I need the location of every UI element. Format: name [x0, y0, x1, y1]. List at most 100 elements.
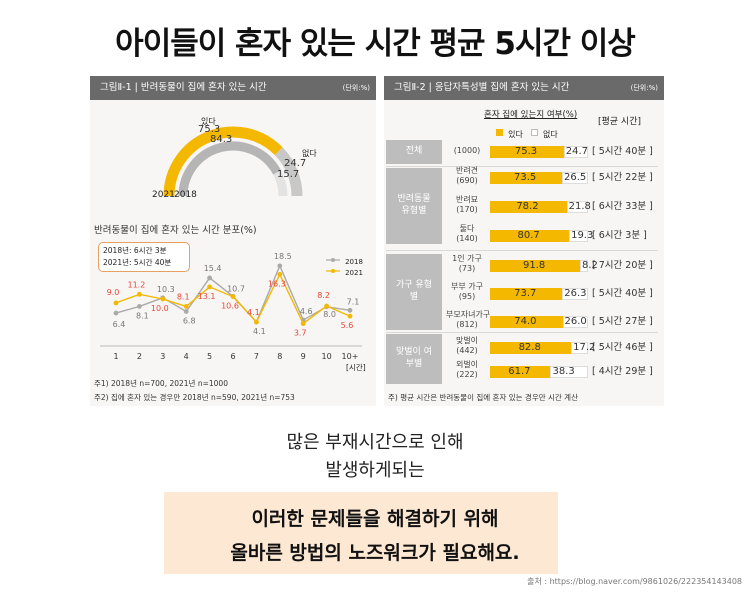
- line-point-2018: [113, 310, 119, 316]
- line-data-label-2021: 16.3: [268, 279, 286, 288]
- line-chart-title: 반려동물이 집에 혼자 있는 시간 분포(%): [94, 225, 257, 236]
- gauge-no-2021: 24.7: [284, 158, 307, 169]
- line-point-2018: [207, 275, 212, 281]
- gauge-yes-2021: 75.3: [198, 124, 221, 135]
- legend-line-2018: [326, 257, 340, 262]
- row-label: 반려견: [455, 166, 479, 175]
- left-figure-unit: (단위:%): [342, 84, 370, 92]
- gauge-yes-2018: 84.3: [210, 134, 233, 145]
- line-point-2021: [347, 313, 353, 319]
- line-data-label-2021: 5.6: [341, 321, 354, 330]
- group-divider: [386, 250, 658, 251]
- row-sample-size: (812): [456, 320, 478, 329]
- line-data-label-2021: 4.1: [247, 308, 260, 317]
- x-tick-label: 9: [301, 352, 306, 361]
- line-data-label-2021: 8.1: [177, 292, 190, 301]
- line-data-label-2021: 8.2: [317, 291, 330, 300]
- group-divider: [386, 332, 658, 333]
- right-note: 주) 평균 시간은 반려동물이 집에 혼자 있는 경우만 시간 계산: [388, 393, 578, 402]
- bar-no: [566, 201, 588, 213]
- bar-no: [579, 260, 588, 272]
- legend-label-2018: 2018: [345, 258, 363, 266]
- bar-no-value: 38.3: [552, 366, 575, 377]
- right-figure-header: 그림Ⅱ-2 | 응답자특성별 집에 혼자 있는 시간 (단위:%): [384, 76, 664, 100]
- bar-yes-value: 78.2: [516, 201, 539, 212]
- group-label-box: 가구 유형별: [386, 254, 442, 330]
- left-figure-panel: 그림Ⅱ-1 | 반려동물이 집에 혼자 있는 시간 (단위:%) 있다 75.3…: [90, 76, 376, 406]
- line-data-label-2021: 13.1: [198, 292, 216, 301]
- line-point-2021: [254, 319, 259, 325]
- row-label: 1인 가구: [452, 254, 482, 263]
- bar-yes: [490, 342, 572, 354]
- legend-box-2018: 2018년: 6시간 3분: [103, 246, 167, 255]
- headline: 아이들이 혼자 있는 시간 평균 5시간 이상: [115, 26, 636, 62]
- bar-yes-value: 61.7: [508, 366, 531, 377]
- avg-time: [ 5시간 40분 ]: [592, 146, 653, 157]
- row-label: 맞벌이: [455, 336, 479, 345]
- bar-no-value: 17.2: [573, 342, 596, 353]
- legend-yes-label: 있다: [508, 130, 523, 139]
- legend-no-label: 없다: [543, 130, 558, 139]
- bar-yes: [490, 201, 567, 213]
- highlight-line-1: 이러한 문제들을 해결하기 위해: [251, 508, 499, 530]
- line-data-label-2018: 18.5: [274, 252, 292, 261]
- avg-time: [ 4시간 29분 ]: [592, 366, 653, 377]
- line-legend-2018: 2018: [326, 249, 363, 268]
- row-label: (1000): [453, 146, 481, 155]
- x-tick-label: 2: [137, 352, 142, 361]
- row-label: 부모자녀가구: [446, 310, 491, 319]
- line-data-label-2021: 9.0: [107, 288, 120, 297]
- body-text-line-1: 많은 부재시간으로 인해: [286, 432, 464, 453]
- row-label: 부부 가구: [451, 282, 483, 291]
- x-tick-label: 7: [254, 352, 259, 361]
- row-sample-size: (690): [456, 176, 478, 185]
- row-sample-size: (222): [456, 370, 478, 379]
- bar-no-value: 26.5: [564, 172, 587, 183]
- legend-no-swatch: [530, 129, 538, 136]
- line-data-label-2018: 4.1: [253, 327, 266, 336]
- left-figure-title: 그림Ⅱ-1 | 반려동물이 집에 혼자 있는 시간: [100, 82, 267, 93]
- right-legend: 있다 없다: [496, 122, 558, 141]
- row-label: 외벌이: [455, 360, 479, 369]
- line-data-label-2021: 10.0: [151, 304, 169, 313]
- body-text-line-2: 발생하게되는: [325, 460, 425, 481]
- bar-no-value: 19.3: [571, 230, 594, 241]
- line-point-2021: [277, 272, 283, 277]
- line-point-2018: [277, 263, 283, 269]
- gauge-no-2018: 15.7: [277, 169, 300, 180]
- bar-yes-value: 73.5: [514, 172, 537, 183]
- line-data-label-2018: 6.4: [113, 320, 126, 329]
- line-data-label-2018: 15.4: [204, 264, 222, 273]
- x-tick-label: 10+: [342, 352, 359, 361]
- line-point-2021: [207, 284, 212, 290]
- right-figure-panel: 그림Ⅱ-2 | 응답자특성별 집에 혼자 있는 시간 (단위:%) 혼자 집에 …: [384, 76, 664, 406]
- legend-line-2021: [326, 268, 340, 273]
- left-figure-header: 그림Ⅱ-1 | 반려동물이 집에 혼자 있는 시간 (단위:%): [90, 76, 376, 100]
- bar-no: [563, 146, 588, 158]
- bar-yes-value: 74.0: [514, 316, 537, 327]
- bar-no-value: 26.3: [564, 288, 587, 299]
- bar-yes-value: 82.8: [518, 342, 541, 353]
- line-data-label-2021: 3.7: [294, 329, 307, 338]
- line-chart: 1 2 3 4 5 6 7 8 9 10 10+6.48.110.36.815.410.74.118…: [100, 252, 362, 361]
- line-data-label-2018: 6.8: [183, 316, 196, 325]
- x-tick-label: 8: [277, 352, 282, 361]
- row-sample-size: (140): [456, 234, 478, 243]
- bar-no: [562, 316, 588, 328]
- avg-time: [ 6시간 33분 ]: [592, 201, 653, 212]
- line-data-label-2018: 4.6: [300, 307, 313, 316]
- line-data-label-2018: 8.1: [136, 311, 149, 320]
- bar-no-value: 24.7: [565, 146, 589, 157]
- bar-yes: [490, 146, 564, 158]
- avg-time: [ 5시간 22분 ]: [592, 172, 653, 183]
- group-label-box: 전체: [386, 140, 442, 164]
- gauge-2018-no-arc: [272, 170, 288, 197]
- line-data-label-2018: 7.1: [347, 297, 360, 306]
- highlight-line-2: 올바른 방법의 노즈워크가 필요해요.: [230, 542, 520, 564]
- line-data-label-2018: 10.7: [227, 284, 245, 293]
- group-label-box: 반려동물 유형별: [386, 168, 442, 244]
- bar-no: [569, 230, 588, 242]
- gauge-yes-label: 있다: [201, 117, 216, 126]
- line-point-2018: [137, 304, 142, 309]
- legend-yes-swatch: [496, 129, 503, 136]
